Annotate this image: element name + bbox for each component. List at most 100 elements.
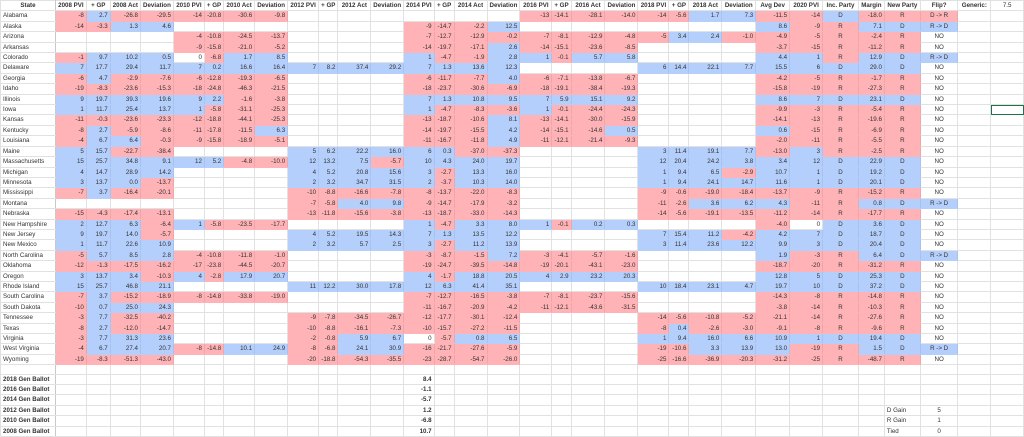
empty-cell[interactable] <box>287 404 320 417</box>
data-cell[interactable] <box>604 322 639 335</box>
state-cell[interactable]: Illinois <box>0 93 56 106</box>
data-cell[interactable]: 3.7 <box>85 291 111 303</box>
empty-cell[interactable] <box>85 364 111 375</box>
data-cell[interactable]: R <box>883 312 921 324</box>
empty-cell[interactable] <box>721 373 757 386</box>
empty-cell[interactable] <box>254 394 289 406</box>
data-cell[interactable]: R <box>883 208 921 220</box>
empty-cell[interactable] <box>990 124 1024 137</box>
data-cell[interactable]: 7.7 <box>85 332 111 345</box>
data-cell[interactable]: -19 <box>789 83 824 95</box>
data-cell[interactable] <box>172 322 205 335</box>
data-cell[interactable]: -18 <box>172 83 205 95</box>
data-cell[interactable]: -11 <box>519 301 553 314</box>
data-cell[interactable]: -2.9 <box>109 72 141 85</box>
data-cell[interactable]: -6.7 <box>604 72 639 85</box>
empty-cell[interactable] <box>990 228 1024 241</box>
data-cell[interactable]: 12.9 <box>857 52 885 64</box>
empty-cell[interactable] <box>570 404 606 417</box>
data-cell[interactable]: -19 <box>637 343 670 355</box>
data-cell[interactable]: -54.7 <box>453 353 488 366</box>
data-cell[interactable] <box>223 208 256 220</box>
empty-cell[interactable] <box>957 394 992 406</box>
data-cell[interactable]: -16.5 <box>453 291 488 303</box>
gen-ballot-label[interactable]: 2008 Gen Ballot <box>0 425 56 437</box>
data-cell[interactable]: 27.4 <box>109 343 141 355</box>
data-cell[interactable] <box>139 41 174 54</box>
empty-cell[interactable] <box>172 383 205 396</box>
data-cell[interactable]: -8.3 <box>85 353 111 366</box>
empty-cell[interactable] <box>789 383 824 396</box>
empty-cell[interactable] <box>570 373 606 386</box>
data-cell[interactable]: D <box>883 343 921 355</box>
data-cell[interactable]: 1 <box>789 332 824 345</box>
data-cell[interactable]: -14.3 <box>755 291 791 303</box>
data-cell[interactable]: 1 <box>519 218 553 230</box>
data-cell[interactable]: 6 <box>403 145 435 158</box>
empty-cell[interactable] <box>604 404 639 417</box>
data-cell[interactable] <box>254 228 289 241</box>
data-cell[interactable]: 7 <box>403 93 435 106</box>
data-cell[interactable]: 20.8 <box>337 166 372 178</box>
data-cell[interactable]: NO <box>919 270 959 282</box>
data-cell[interactable] <box>254 301 289 314</box>
data-cell[interactable] <box>370 301 405 314</box>
data-cell[interactable]: 12 <box>287 156 320 168</box>
data-cell[interactable]: -14 <box>637 208 670 220</box>
data-cell[interactable]: 4 <box>54 166 87 178</box>
data-cell[interactable]: -17.5 <box>109 260 141 272</box>
data-cell[interactable]: 7 <box>172 62 205 74</box>
data-cell[interactable]: 19.6 <box>139 93 174 106</box>
empty-cell[interactable] <box>519 404 553 417</box>
data-cell[interactable]: -15.6 <box>604 291 639 303</box>
data-cell[interactable]: -25 <box>789 353 824 366</box>
data-cell[interactable]: 18.4 <box>668 280 690 293</box>
data-cell[interactable]: -20 <box>287 353 320 366</box>
column-header[interactable]: 2012 PVI <box>287 0 320 12</box>
data-cell[interactable] <box>721 135 757 147</box>
data-cell[interactable]: 11.4 <box>668 239 690 251</box>
empty-cell[interactable] <box>688 373 723 386</box>
data-cell[interactable]: D <box>822 332 859 345</box>
data-cell[interactable] <box>370 249 405 262</box>
data-cell[interactable] <box>570 145 606 158</box>
data-cell[interactable]: -11.8 <box>223 249 256 262</box>
empty-cell[interactable] <box>990 404 1024 417</box>
data-cell[interactable] <box>337 249 372 262</box>
empty-cell[interactable] <box>254 425 289 437</box>
data-cell[interactable]: -2.9 <box>721 166 757 178</box>
data-cell[interactable]: -10 <box>403 322 435 335</box>
data-cell[interactable]: 12 <box>789 156 824 168</box>
data-cell[interactable]: -15 <box>789 41 824 54</box>
data-cell[interactable]: 11.7 <box>139 62 174 74</box>
empty-cell[interactable] <box>755 373 791 386</box>
data-cell[interactable]: 4 <box>287 166 320 178</box>
data-cell[interactable]: -3 <box>519 249 553 262</box>
data-cell[interactable]: D <box>883 176 921 189</box>
data-cell[interactable] <box>370 218 405 230</box>
empty-cell[interactable] <box>570 425 606 437</box>
data-cell[interactable]: -44.1 <box>223 114 256 126</box>
empty-cell[interactable] <box>318 373 339 386</box>
data-cell[interactable] <box>318 83 339 95</box>
empty-cell[interactable] <box>54 383 87 396</box>
data-cell[interactable]: D <box>822 10 859 22</box>
data-cell[interactable]: 7.1 <box>857 20 885 33</box>
state-cell[interactable]: Mississippi <box>0 187 56 199</box>
data-cell[interactable]: 10.9 <box>139 239 174 251</box>
data-cell[interactable] <box>337 124 372 137</box>
empty-cell[interactable] <box>957 187 992 199</box>
data-cell[interactable]: 14.2 <box>139 166 174 178</box>
empty-cell[interactable] <box>990 208 1024 220</box>
column-header[interactable]: Margin <box>857 0 885 12</box>
data-cell[interactable]: -27.6 <box>453 343 488 355</box>
data-cell[interactable]: -13.7 <box>433 187 455 199</box>
data-cell[interactable] <box>453 10 488 22</box>
empty-cell[interactable] <box>519 373 553 386</box>
data-cell[interactable]: D <box>883 218 921 230</box>
data-cell[interactable] <box>287 31 320 43</box>
empty-cell[interactable] <box>990 280 1024 293</box>
data-cell[interactable]: -18 <box>519 83 553 95</box>
data-cell[interactable]: -8 <box>403 187 435 199</box>
data-cell[interactable]: 12.8 <box>755 270 791 282</box>
